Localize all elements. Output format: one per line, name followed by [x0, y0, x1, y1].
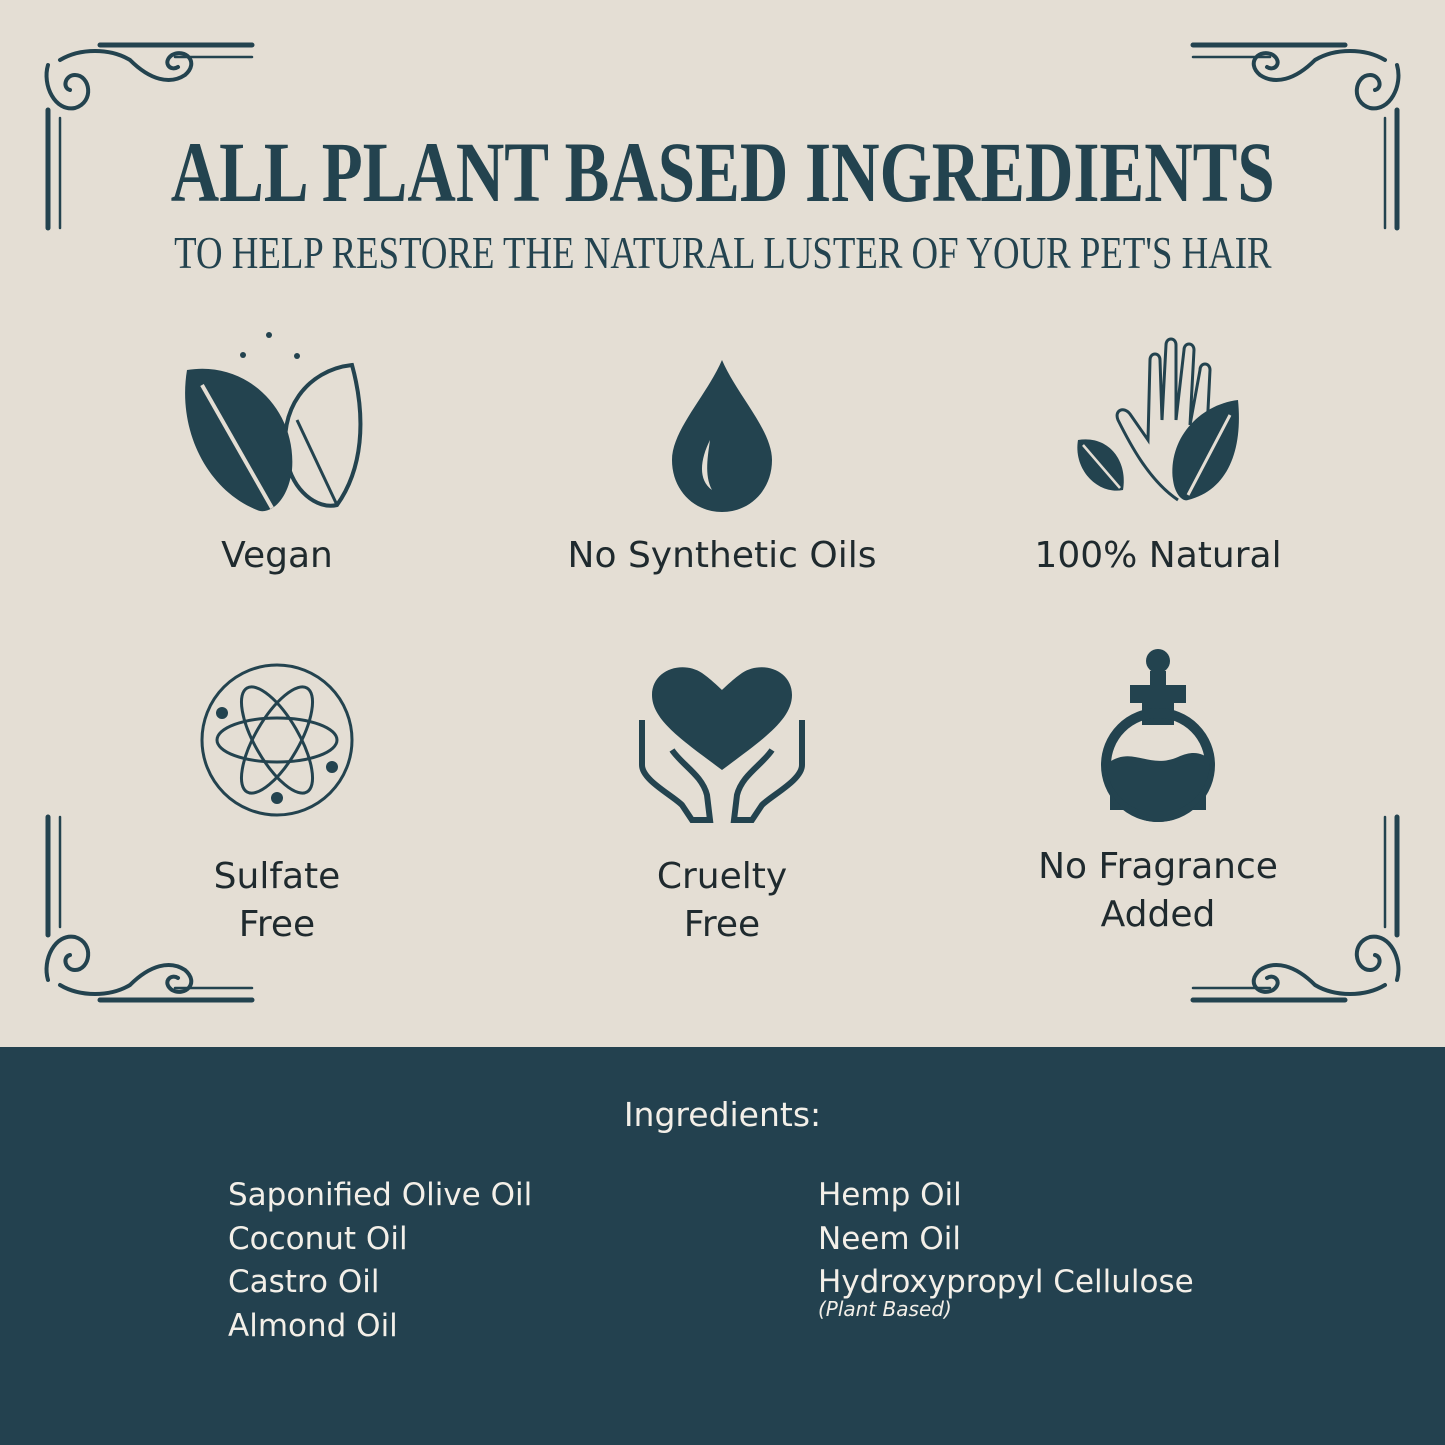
corner-ornament-icon [44, 42, 255, 231]
hand-leaf-icon [1077, 337, 1239, 502]
page-subtitle: TO HELP RESTORE THE NATURAL LUSTER OF YO… [173, 227, 1272, 278]
leaves-icon [185, 332, 363, 512]
feature-label: Cruelty Free [656, 856, 788, 945]
hands-heart-icon [639, 667, 805, 823]
feature-label: Vegan [221, 535, 333, 576]
list-item: Neem Oil [818, 1220, 962, 1257]
feature-label: Sulfate Free [213, 856, 341, 945]
ingredients-list-right: Hemp Oil Neem Oil Hydroxypropyl Cellulos… [818, 1174, 1194, 1319]
feature-label: No Synthetic Oils [567, 535, 877, 576]
ingredients-list-left: Saponified Olive Oil Coconut Oil Castro … [228, 1174, 532, 1348]
feature-sulfate-free: Sulfate Free [57, 655, 497, 949]
ingredients-band [0, 1047, 1445, 1445]
cream-panel [0, 0, 1445, 1047]
list-item: Almond Oil [228, 1307, 398, 1344]
list-item: Castro Oil [228, 1264, 380, 1300]
ingredients-heading: Ingredients: [623, 1095, 822, 1134]
list-item: Hydroxypropyl Cellulose [818, 1264, 1194, 1300]
list-item: Hemp Oil [818, 1177, 962, 1213]
feature-label: 100% Natural [1034, 535, 1282, 576]
list-item: Saponified Olive Oil [228, 1177, 533, 1213]
feature-no-synthetic-oils: No Synthetic Oils [502, 330, 942, 580]
feature-100-natural: 100% Natural [938, 330, 1378, 580]
atom-icon [200, 663, 354, 817]
feature-no-fragrance: No Fragrance Added [938, 645, 1378, 939]
feature-vegan: Vegan [57, 330, 497, 580]
oil-drop-icon [672, 360, 772, 512]
feature-cruelty-free: Cruelty Free [502, 655, 942, 949]
plant-based-note: (Plant Based) [818, 1296, 952, 1321]
page-title: ALL PLANT BASED INGREDIENTS [170, 124, 1275, 220]
list-item: Coconut Oil [228, 1220, 408, 1257]
feature-label: No Fragrance Added [1038, 846, 1278, 935]
perfume-bottle-icon [1101, 649, 1215, 822]
